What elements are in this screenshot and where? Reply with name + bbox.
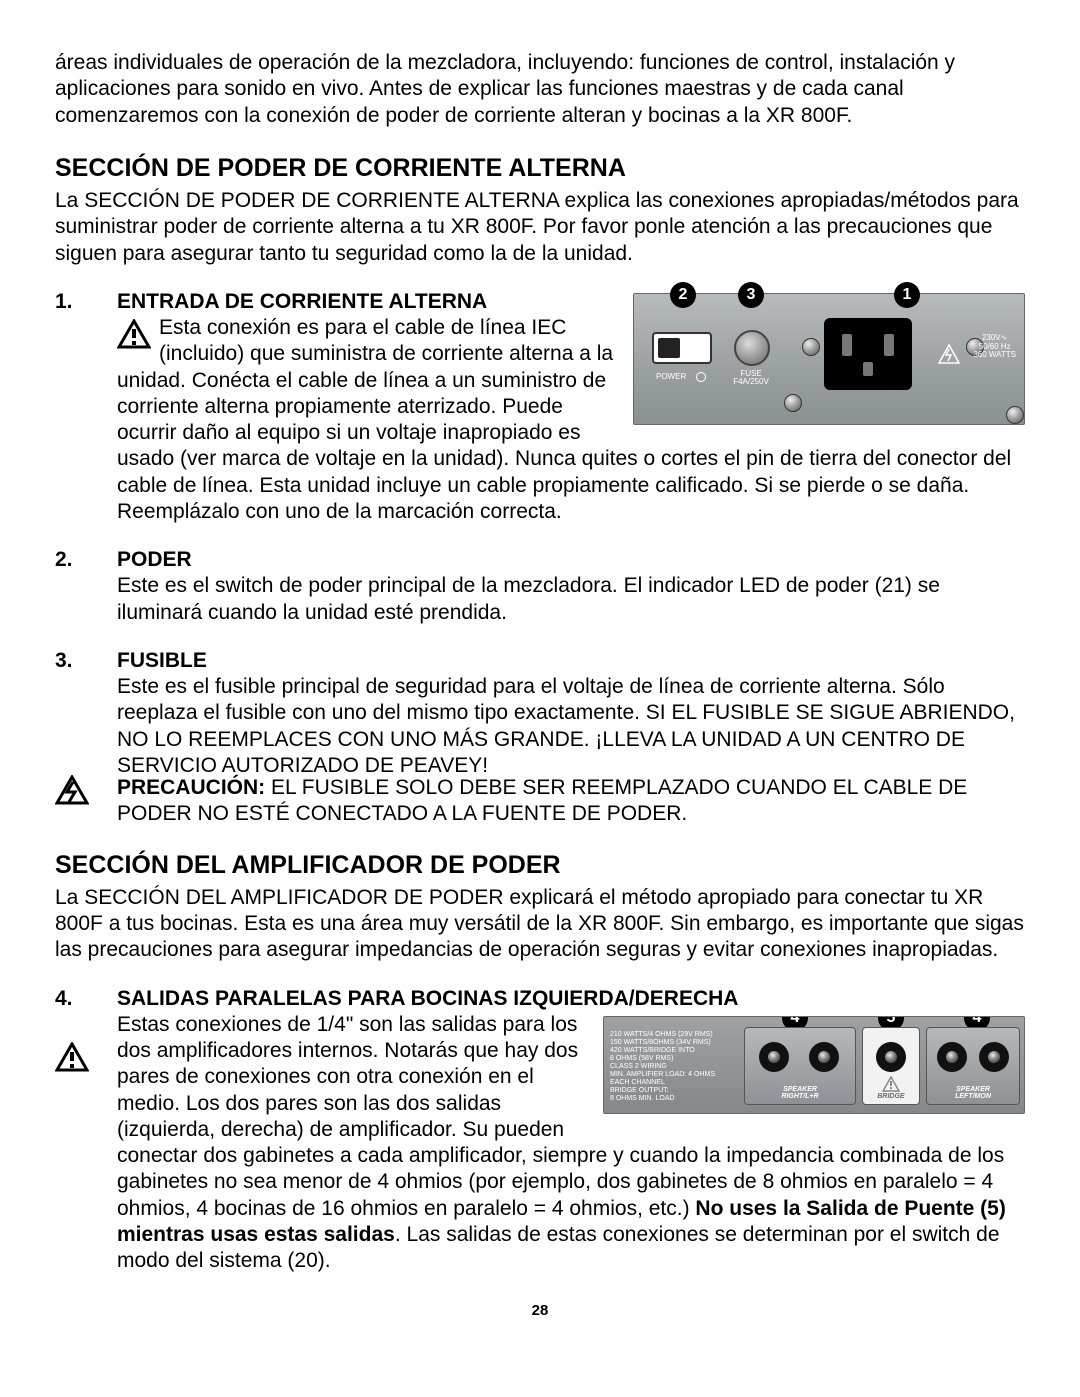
item-4-body: SALIDAS PARALELAS PARA BOCINAS IZQUIERDA… xyxy=(117,986,1025,1275)
jack-graphic xyxy=(809,1042,839,1072)
section2-intro: La SECCIÓN DEL AMPLIFICADOR DE PODER exp… xyxy=(55,885,1025,964)
power-switch-graphic xyxy=(652,332,712,364)
plate-bridge: BRIDGE xyxy=(862,1027,920,1105)
shock-icon xyxy=(55,775,89,805)
item-4: 4. SALIDAS PARALELAS PARA BOCINAS IZQUIE… xyxy=(55,986,1025,1275)
item-3-text: Este es el fusible principal de segurida… xyxy=(117,675,1015,777)
item-3-number: 3. xyxy=(55,648,117,674)
item-1: 1. 2 3 1 POWER FUSE F4A/250V 230V∿ 50/60… xyxy=(55,289,1025,525)
item-2-body: PODER Este es el switch de poder princip… xyxy=(117,547,1025,626)
figure-power-panel: 2 3 1 POWER FUSE F4A/250V 230V∿ 50/60 Hz… xyxy=(633,293,1025,425)
power-led-graphic xyxy=(696,372,706,382)
intro-paragraph: áreas individuales de operación de la me… xyxy=(55,50,1025,129)
callout-1: 1 xyxy=(894,282,920,308)
precaution-label: PRECAUCIÓN: xyxy=(117,776,265,799)
plate-left-label: SPEAKER RIGHT/L+R xyxy=(745,1086,855,1100)
power-label: POWER xyxy=(656,372,686,382)
page-number: 28 xyxy=(55,1302,1025,1321)
caution-icon xyxy=(55,1042,89,1072)
precaution-row: PRECAUCIÓN: EL FUSIBLE SOLO DEBE SER REE… xyxy=(117,775,1025,828)
precaution-text: PRECAUCIÓN: EL FUSIBLE SOLO DEBE SER REE… xyxy=(117,775,1025,828)
screw-graphic xyxy=(784,394,802,412)
item-3: 3. FUSIBLE Este es el fusible principal … xyxy=(55,648,1025,779)
plate-right-label: SPEAKER LEFT/MON xyxy=(927,1086,1019,1100)
callout-2: 2 xyxy=(670,282,696,308)
caution-icon xyxy=(882,1076,900,1092)
section2-heading: SECCIÓN DEL AMPLIFICADOR DE PODER xyxy=(55,850,1025,881)
item-1-title: ENTRADA DE CORRIENTE ALTERNA xyxy=(117,290,487,313)
voltage-spec-label: 230V∿ 50/60 Hz 360 WATTS xyxy=(973,334,1016,360)
item-4-text-a-start: Estas conexiones de 1/4" son las salidas… xyxy=(117,1013,577,1062)
section1-intro: La SECCIÓN DE PODER DE CORRIENTE ALTERNA… xyxy=(55,188,1025,267)
item-1-number: 1. xyxy=(55,289,117,315)
manual-page: áreas individuales de operación de la me… xyxy=(0,0,1080,1351)
item-4-number: 4. xyxy=(55,986,117,1012)
callout-3: 3 xyxy=(738,282,764,308)
item-2-text: Este es el switch de poder principal de … xyxy=(117,574,940,623)
item-4-title: SALIDAS PARALELAS PARA BOCINAS IZQUIERDA… xyxy=(117,987,738,1010)
item-3-body: FUSIBLE Este es el fusible principal de … xyxy=(117,648,1025,779)
screw-graphic xyxy=(1006,406,1024,424)
jack-graphic xyxy=(979,1042,1009,1072)
screw-graphic xyxy=(802,338,820,356)
fuse-cap-graphic xyxy=(734,330,770,366)
amp-spec-text: 210 WATTS/4 OHMS (29V RMS) 150 WATTS/8OH… xyxy=(610,1031,740,1103)
plate-left-mon: SPEAKER LEFT/MON xyxy=(926,1027,1020,1105)
item-2: 2. PODER Este es el switch de poder prin… xyxy=(55,547,1025,626)
figure-speaker-panel: 4 5 4 210 WATTS/4 OHMS (29V RMS) 150 WAT… xyxy=(603,1016,1025,1114)
section1-heading: SECCIÓN DE PODER DE CORRIENTE ALTERNA xyxy=(55,153,1025,184)
shock-warning-icon xyxy=(938,344,960,364)
jack-graphic xyxy=(759,1042,789,1072)
plate-right-lr: SPEAKER RIGHT/L+R xyxy=(744,1027,856,1105)
item-1-body: 2 3 1 POWER FUSE F4A/250V 230V∿ 50/60 Hz… xyxy=(117,289,1025,525)
jack-graphic xyxy=(937,1042,967,1072)
caution-icon xyxy=(117,319,151,349)
item-2-number: 2. xyxy=(55,547,117,573)
item-2-title: PODER xyxy=(117,548,192,571)
iec-inlet-graphic xyxy=(824,318,912,390)
jack-graphic xyxy=(876,1042,906,1072)
item-3-title: FUSIBLE xyxy=(117,649,207,672)
fuse-label: FUSE F4A/250V xyxy=(726,370,776,386)
plate-mid-label: BRIDGE xyxy=(863,1093,919,1100)
